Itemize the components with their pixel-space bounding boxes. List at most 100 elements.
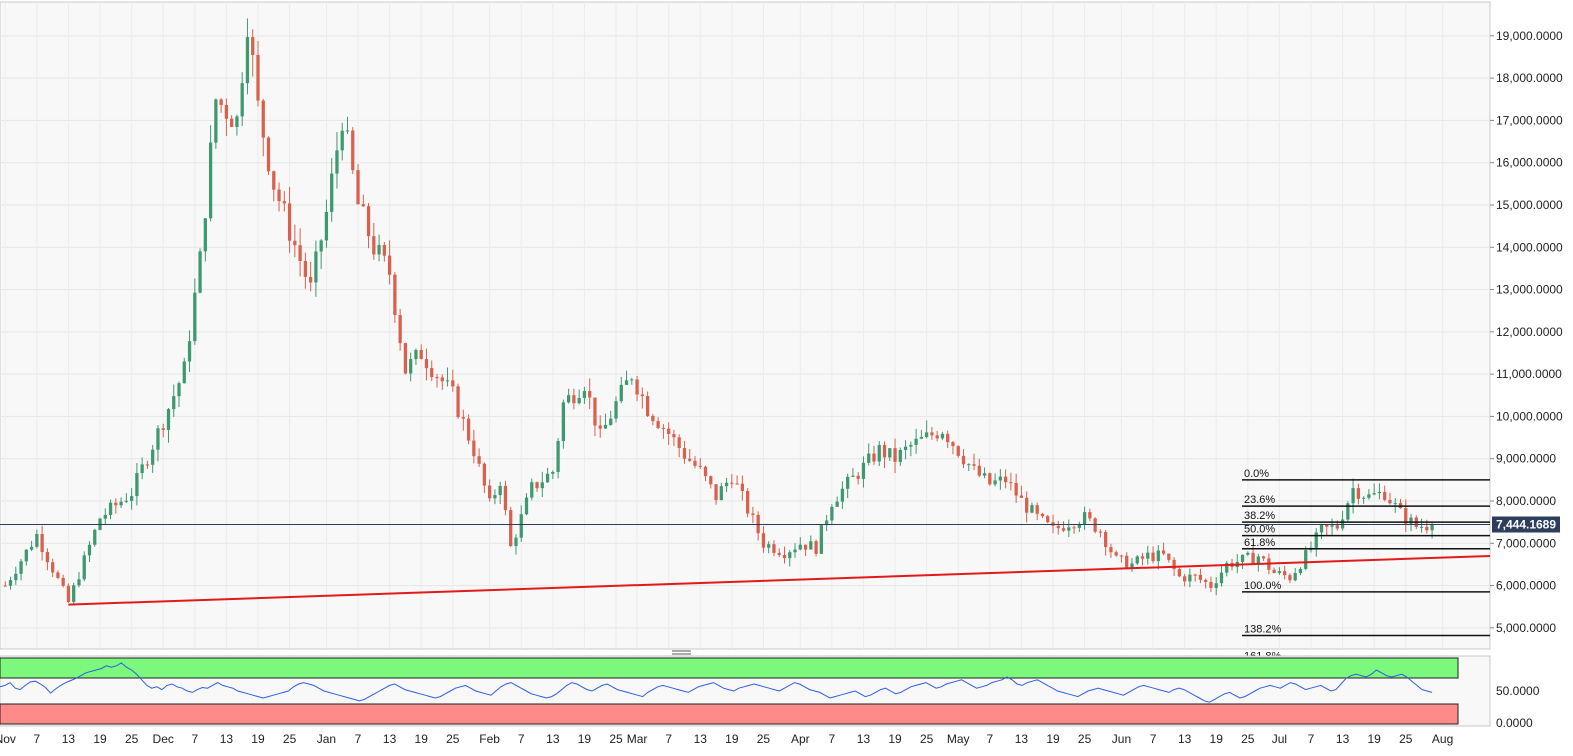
candle-body — [1040, 513, 1045, 517]
candle-body — [1425, 526, 1429, 531]
time-tick-label: 13 — [857, 732, 871, 746]
time-tick-label: 7 — [665, 732, 672, 746]
candle-body — [1188, 574, 1192, 582]
time-tick-label: 7 — [518, 732, 525, 746]
time-tick-label: 13 — [546, 732, 560, 746]
candle-body — [1261, 556, 1266, 559]
time-tick-label: 7 — [355, 732, 362, 746]
fib-level-label: 23.6% — [1244, 494, 1275, 506]
candle-body — [24, 549, 28, 562]
candle-body — [1093, 518, 1097, 532]
candle-body — [1256, 556, 1260, 564]
candle-body — [40, 533, 44, 553]
candle-body — [93, 529, 97, 545]
candle-body — [230, 118, 234, 127]
time-tick-label: 13 — [694, 732, 708, 746]
candle-body — [693, 460, 697, 466]
candle-body — [19, 561, 23, 574]
time-tick-label: 19 — [1367, 732, 1381, 746]
price-axis: 19,000.0000 18,000.0000 17,000.0000 16,000.… — [1490, 29, 1563, 635]
candle-body — [1388, 499, 1392, 504]
candle-body — [1098, 531, 1103, 533]
oscillator-line — [0, 662, 1433, 703]
candle-body — [488, 485, 492, 499]
time-tick-label: 25 — [446, 732, 460, 746]
candle-body — [703, 466, 708, 477]
candle-body — [930, 432, 934, 436]
candle-body — [519, 514, 523, 538]
price-tick-label: 14,000.0000 — [1496, 240, 1563, 254]
candle-body — [566, 395, 571, 403]
candle-body — [335, 150, 339, 174]
candle-body — [419, 349, 423, 360]
candle-body — [688, 458, 692, 461]
candle-body — [277, 189, 281, 202]
candle-body — [1046, 516, 1050, 523]
candle-body — [1298, 568, 1303, 574]
candle-body — [414, 349, 418, 360]
candle-body — [114, 502, 118, 506]
candle-body — [624, 380, 629, 385]
time-tick-label: 13 — [1178, 732, 1192, 746]
candle-body — [1151, 552, 1155, 562]
candle-body — [956, 446, 960, 456]
candle-body — [219, 99, 223, 105]
candle-body — [35, 533, 39, 547]
candle-body — [1219, 572, 1224, 584]
oscillator-line-layer — [0, 662, 1433, 703]
candle-body — [1393, 503, 1397, 505]
candle-body — [740, 483, 744, 492]
candle-body — [824, 520, 829, 526]
candle-body — [977, 465, 981, 476]
candle-body — [535, 482, 539, 489]
candle-body — [1161, 550, 1166, 554]
candle-body — [1372, 493, 1376, 495]
candle-body — [208, 142, 213, 219]
candle-body — [309, 276, 313, 283]
candle-body — [1077, 524, 1081, 528]
candle-body — [1156, 550, 1160, 562]
candle-body — [767, 544, 771, 548]
time-tick-label: 7 — [1308, 732, 1315, 746]
candle-body — [1140, 556, 1145, 559]
candle-body — [51, 562, 55, 573]
candle-body — [1288, 575, 1292, 581]
candle-body — [861, 462, 866, 479]
candle-body — [1135, 556, 1139, 564]
candle-body — [503, 485, 508, 511]
candle-body — [851, 475, 855, 477]
price-grid — [0, 35, 1490, 629]
candle-body — [709, 476, 713, 485]
candle-body — [1419, 526, 1424, 528]
candle-body — [1114, 552, 1118, 556]
time-tick-label: 7 — [1150, 732, 1157, 746]
candle-body — [719, 486, 723, 501]
candle-body — [1193, 574, 1197, 576]
candle-body — [1240, 554, 1245, 562]
candle-body — [1356, 488, 1361, 499]
candle-body — [87, 544, 92, 556]
candle-body — [256, 54, 260, 101]
candle-body — [909, 444, 913, 447]
time-tick-label: Dec — [153, 732, 174, 746]
candle-body — [1335, 525, 1339, 529]
candle-body — [603, 424, 608, 429]
candle-body — [682, 448, 687, 459]
candle-body — [266, 137, 271, 172]
oscillator-panel — [0, 655, 1491, 727]
candle-body — [1367, 494, 1371, 498]
candle-body — [424, 359, 429, 369]
candle-body — [746, 491, 750, 514]
candle-body — [261, 100, 265, 138]
candle-body — [477, 456, 481, 464]
candle-body — [551, 472, 555, 474]
candle-body — [1377, 491, 1382, 494]
candle-body — [372, 236, 376, 255]
candle-body — [1319, 524, 1324, 533]
candle-body — [967, 464, 971, 466]
candle-body — [777, 552, 781, 555]
panel-splitter[interactable] — [672, 650, 691, 655]
candle-body — [403, 343, 408, 374]
